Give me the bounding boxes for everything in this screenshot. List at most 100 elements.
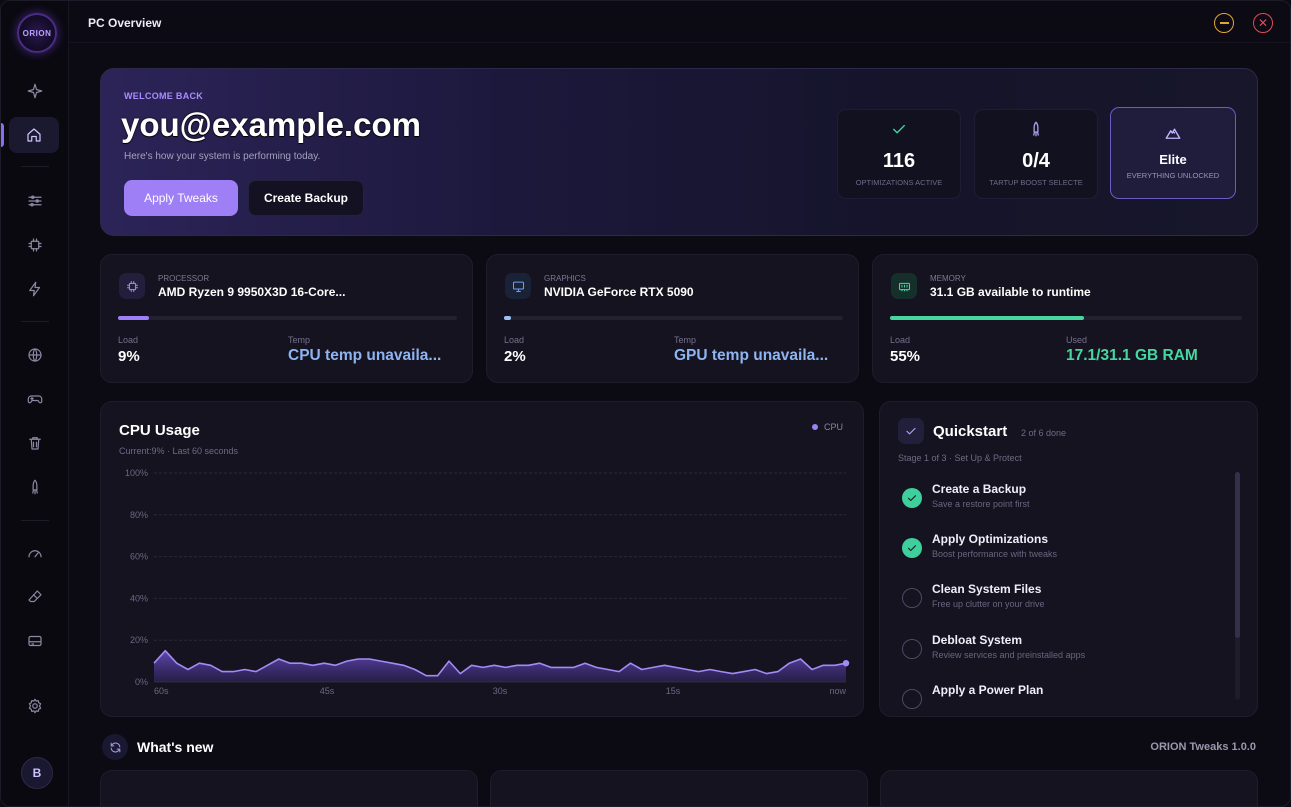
sidebar-item-trash[interactable] [15, 426, 55, 460]
temp-value: GPU temp unavaila... [674, 347, 829, 364]
stat-caption: TARTUP BOOST SELECTE [989, 178, 1083, 187]
used-label: Used [1066, 335, 1088, 345]
gauge-icon [28, 550, 42, 558]
scrollbar-thumb[interactable] [1235, 472, 1240, 638]
sidebar-item-home[interactable] [9, 117, 59, 153]
whats-new-title: What's new [137, 739, 214, 755]
sidebar-item-settings[interactable] [15, 689, 55, 723]
load-value: 2% [504, 348, 526, 365]
nav-divider [21, 520, 49, 521]
y-tick-label: 0% [135, 677, 148, 687]
title-bar: PC Overview ✕ [69, 1, 1290, 43]
sidebar-item-globe[interactable] [15, 338, 55, 372]
quickstart-scrollbar[interactable] [1235, 472, 1240, 700]
chip-icon [28, 238, 42, 252]
task-checkbox[interactable] [902, 488, 922, 508]
load-bar [118, 316, 457, 320]
temp-label: Temp [288, 335, 311, 345]
task-clean-system-files[interactable]: Clean System Files Free up clutter on yo… [900, 582, 1220, 622]
task-description: Free up clutter on your drive [932, 599, 1045, 609]
load-bar-fill [504, 316, 511, 320]
load-bar [504, 316, 843, 320]
sidebar: ORION [1, 1, 69, 806]
nav-divider [21, 166, 49, 167]
user-email: you@example.com [121, 106, 421, 143]
quickstart-title: Quickstart [933, 423, 1008, 440]
sliders-icon [28, 195, 42, 207]
load-value: 9% [118, 348, 140, 365]
task-title: Debloat System [932, 633, 1023, 647]
create-backup-button[interactable]: Create Backup [248, 180, 364, 216]
hw-name: 31.1 GB available to runtime [930, 285, 1091, 299]
y-tick-label: 80% [130, 510, 148, 520]
storage-icon [28, 635, 42, 647]
orion-logo[interactable]: ORION [17, 13, 57, 53]
stat-optimizations: 116 OPTIMIZATIONS ACTIVE [837, 109, 961, 199]
legend-label: CPU [823, 422, 843, 432]
hw-kind: GRAPHICS [544, 274, 586, 283]
stat-value: 0/4 [1022, 150, 1050, 172]
close-button[interactable]: ✕ [1253, 13, 1273, 33]
task-create-backup[interactable]: Create a Backup Save a restore point fir… [900, 482, 1220, 522]
cpu-current-point [842, 659, 850, 667]
stat-caption: EVERYTHING UNLOCKED [1126, 171, 1220, 180]
load-label: Load [890, 335, 911, 345]
refresh-icon [110, 742, 120, 752]
temp-label: Temp [674, 335, 697, 345]
hw-kind: PROCESSOR [158, 274, 210, 283]
sidebar-item-gamepad[interactable] [15, 382, 55, 416]
task-checkbox[interactable] [902, 538, 922, 558]
x-tick-label: 15s [666, 686, 681, 696]
cpu-badge [119, 273, 145, 299]
sidebar-item-sparkle[interactable] [15, 74, 55, 108]
sidebar-item-eraser[interactable] [15, 580, 55, 614]
load-bar [890, 316, 1242, 320]
rocket-icon [1033, 121, 1039, 137]
globe-icon [28, 348, 42, 362]
chip-icon [126, 280, 138, 292]
rocket-icon [32, 479, 38, 495]
quickstart-panel: Quickstart 2 of 6 done Stage 1 of 3 · Se… [879, 401, 1258, 717]
x-tick-label: now [829, 686, 846, 696]
stat-value: Elite [1159, 152, 1187, 167]
sidebar-item-chip[interactable] [15, 228, 55, 262]
task-apply-optimizations[interactable]: Apply Optimizations Boost performance wi… [900, 532, 1220, 572]
cpu-line [153, 649, 847, 677]
quickstart-stage: Stage 1 of 3 · Set Up & Protect [898, 453, 1022, 463]
cpu-usage-panel: 100% 80% 60% 40% 20% 0% 60s 45s 30s 15s now CPU Us… [100, 401, 864, 717]
sidebar-item-storage[interactable] [15, 624, 55, 658]
news-card[interactable] [490, 770, 868, 806]
load-bar-fill [118, 316, 149, 320]
avatar[interactable]: B [21, 757, 53, 789]
hw-name: NVIDIA GeForce RTX 5090 [544, 285, 694, 299]
apply-tweaks-button[interactable]: Apply Tweaks [124, 180, 238, 216]
task-checkbox[interactable] [902, 689, 922, 709]
quickstart-badge [898, 418, 924, 444]
task-apply-power-plan[interactable]: Apply a Power Plan [900, 683, 1220, 716]
sidebar-item-sliders[interactable] [15, 184, 55, 218]
check-icon [907, 495, 917, 502]
stat-tier[interactable]: Elite EVERYTHING UNLOCKED [1110, 107, 1236, 199]
avatar-initial: B [32, 766, 42, 780]
task-description: Boost performance with tweaks [932, 549, 1058, 559]
sidebar-item-rocket[interactable] [15, 470, 55, 504]
sidebar-item-bolt[interactable] [15, 272, 55, 306]
gear-icon [28, 698, 42, 714]
y-tick-label: 100% [125, 468, 148, 478]
x-tick-label: 45s [320, 686, 335, 696]
bolt-icon [29, 281, 41, 297]
task-checkbox[interactable] [902, 588, 922, 608]
task-debloat-system[interactable]: Debloat System Review services and prein… [900, 633, 1220, 673]
welcome-banner: WELCOME BACK you@example.com Here's how … [100, 68, 1258, 236]
task-description: Review services and preinstalled apps [932, 650, 1086, 660]
news-card[interactable] [100, 770, 478, 806]
used-value: 17.1/31.1 GB RAM [1066, 347, 1198, 364]
news-card[interactable] [880, 770, 1258, 806]
refresh-button[interactable] [102, 734, 128, 760]
chart-legend: CPU [811, 422, 843, 432]
task-checkbox[interactable] [902, 639, 922, 659]
minimize-button[interactable] [1214, 13, 1234, 33]
task-title: Apply Optimizations [932, 532, 1049, 546]
trash-icon [29, 437, 41, 450]
sidebar-item-gauge[interactable] [15, 536, 55, 570]
